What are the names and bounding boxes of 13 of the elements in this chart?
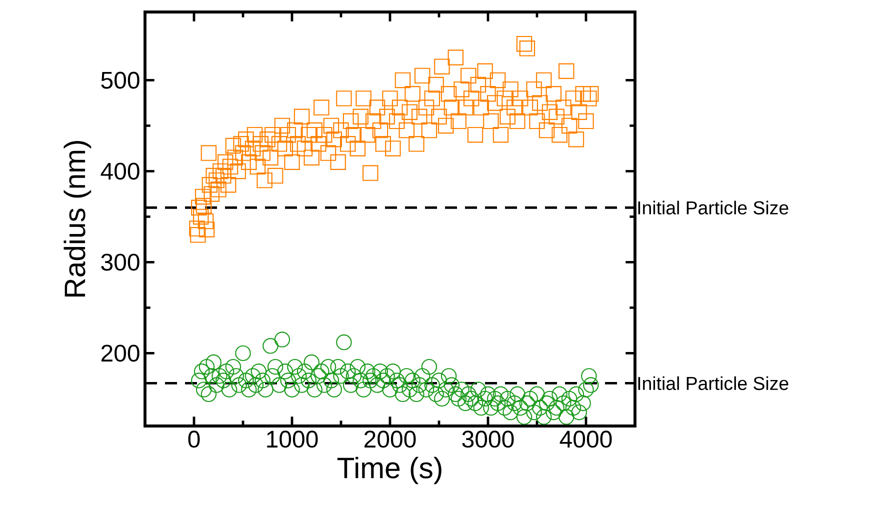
x-tick-label: 2000 — [364, 430, 416, 448]
y-tick-label: 400 — [100, 162, 140, 180]
x-tick-label: 0 — [188, 430, 200, 448]
y-tick-label: 500 — [101, 72, 140, 89]
x-tick-label: 3000 — [462, 430, 514, 448]
x-axis-title: Time (s) — [337, 456, 442, 484]
ref-line-label: Initial Particle Size — [638, 200, 788, 214]
ref-line-label: Initial Particle Size — [638, 376, 788, 390]
y-axis-title: Radius (nm) — [64, 141, 92, 296]
y-tick-label: 300 — [101, 254, 140, 271]
y-tick-label: 200 — [101, 344, 140, 362]
x-tick-label: 1000 — [267, 430, 318, 448]
x-tick-label: 4000 — [560, 430, 612, 448]
